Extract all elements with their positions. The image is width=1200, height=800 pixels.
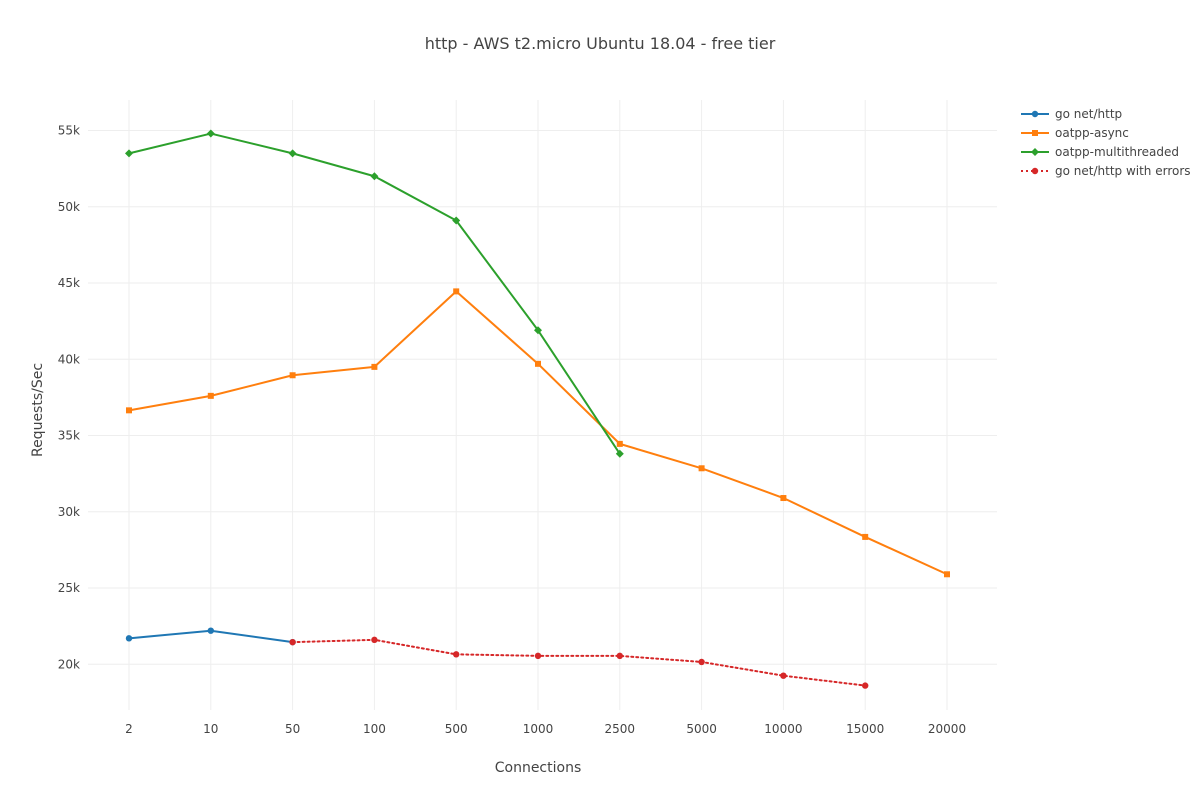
y-tick-label: 40k xyxy=(58,352,80,366)
x-axis-ticks: 2 10 50 100 500 1000 2500 5000 10000 15000 20000 xyxy=(125,722,966,736)
gridlines xyxy=(88,100,997,710)
x-tick-label: 20000 xyxy=(928,722,966,736)
data-point xyxy=(125,635,133,642)
legend-label: go net/http xyxy=(1055,107,1122,121)
y-tick-label: 20k xyxy=(58,657,80,671)
data-point xyxy=(289,372,296,379)
x-tick-label: 100 xyxy=(363,722,386,736)
data-point xyxy=(288,149,297,158)
y-tick-label: 50k xyxy=(58,200,80,214)
x-tick-label: 50 xyxy=(285,722,300,736)
x-tick-label: 1000 xyxy=(523,722,554,736)
data-point xyxy=(453,651,460,658)
data-point xyxy=(615,449,624,458)
data-point xyxy=(207,627,214,634)
y-tick-label: 30k xyxy=(58,505,80,519)
data-point xyxy=(371,363,378,370)
data-point xyxy=(862,533,869,540)
data-point xyxy=(453,288,460,295)
legend-label: oatpp-async xyxy=(1055,126,1129,140)
data-point xyxy=(534,652,542,660)
data-point xyxy=(206,129,215,138)
data-point xyxy=(698,658,705,666)
data-point xyxy=(616,440,623,447)
x-tick-label: 2 xyxy=(125,722,133,736)
x-tick-label: 10 xyxy=(203,722,218,736)
x-tick-label: 500 xyxy=(445,722,468,736)
data-point xyxy=(452,216,461,225)
legend-marker xyxy=(1031,167,1039,175)
legend-item[interactable]: oatpp-async xyxy=(1021,126,1129,140)
y-axis-title: Requests/Sec xyxy=(30,363,46,457)
x-tick-label: 5000 xyxy=(686,722,717,736)
data-point xyxy=(125,149,133,158)
x-tick-label: 10000 xyxy=(764,722,802,736)
y-axis-ticks: 20k 25k 30k 35k 40k 45k 50k 55k xyxy=(58,124,80,672)
legend-marker xyxy=(1032,130,1038,136)
data-point xyxy=(780,495,787,502)
data-point xyxy=(534,326,542,335)
data-point xyxy=(371,636,378,644)
x-tick-label: 15000 xyxy=(846,722,884,736)
y-tick-label: 35k xyxy=(58,429,80,443)
series-3 xyxy=(289,636,869,689)
data-point xyxy=(780,672,787,679)
data-point xyxy=(616,652,623,660)
x-tick-label: 2500 xyxy=(605,722,636,736)
data-point xyxy=(289,638,296,646)
data-point xyxy=(535,360,541,367)
legend-item[interactable]: go net/http with errors xyxy=(1021,164,1191,178)
y-tick-label: 55k xyxy=(58,124,80,138)
legend-marker xyxy=(1031,148,1039,156)
y-tick-label: 45k xyxy=(58,276,80,290)
data-point xyxy=(944,571,950,578)
series-1 xyxy=(126,288,950,578)
legend-item[interactable]: oatpp-multithreaded xyxy=(1021,145,1179,159)
legend-label: oatpp-multithreaded xyxy=(1055,145,1179,159)
data-point xyxy=(698,465,705,472)
data-point xyxy=(126,407,132,414)
series-2 xyxy=(125,129,624,458)
data-point xyxy=(862,682,869,689)
series-layer xyxy=(125,129,950,689)
legend-marker xyxy=(1031,110,1039,118)
chart-title: http - AWS t2.micro Ubuntu 18.04 - free … xyxy=(425,34,776,53)
y-tick-label: 25k xyxy=(58,581,80,595)
data-point xyxy=(370,172,379,181)
series-line xyxy=(291,638,867,687)
data-point xyxy=(207,392,214,399)
legend-label: go net/http with errors xyxy=(1055,164,1191,178)
legend-item[interactable]: go net/http xyxy=(1021,107,1122,121)
x-axis-title: Connections xyxy=(495,760,582,776)
legend[interactable]: go net/http oatpp-async oatpp-multithreade… xyxy=(1021,107,1191,178)
